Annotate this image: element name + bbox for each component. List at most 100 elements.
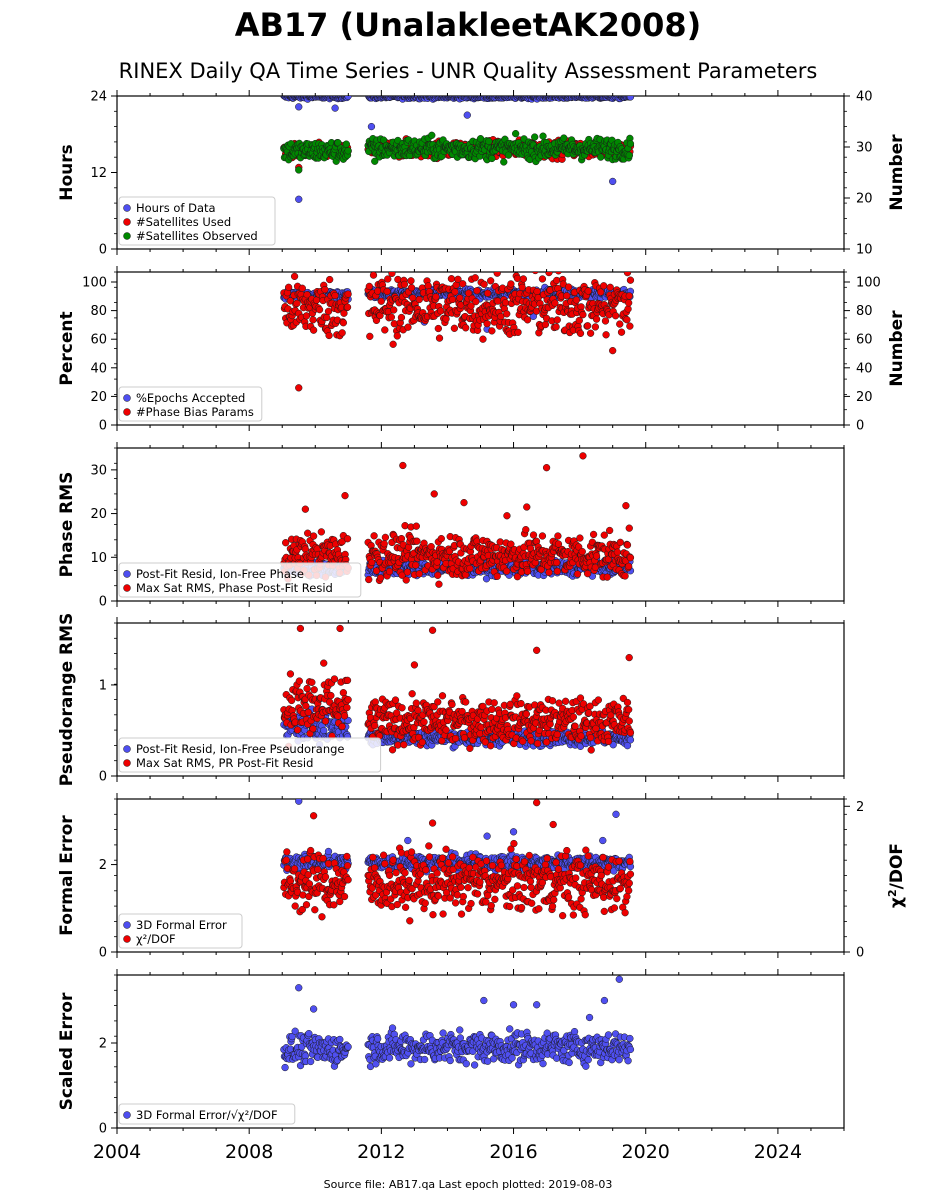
data-point: [488, 327, 496, 335]
data-point: [473, 287, 481, 295]
data-point: [456, 294, 464, 302]
outlier-point: [367, 122, 376, 131]
y-tick-label: 20: [90, 507, 107, 522]
outlier-point: [609, 177, 617, 186]
outlier-point: [295, 103, 303, 111]
data-point: [437, 307, 445, 315]
data-point: [553, 558, 561, 567]
data-point: [560, 134, 568, 142]
data-point: [488, 154, 496, 163]
data-point: [327, 691, 335, 700]
data-point: [616, 538, 624, 546]
data-point: [293, 726, 302, 734]
data-point: [407, 284, 416, 292]
data-point: [466, 564, 474, 573]
data-point: [342, 140, 350, 148]
series-blue: [280, 96, 635, 203]
series-green: [280, 129, 635, 174]
outlier-point: [463, 111, 471, 119]
data-point: [591, 323, 600, 331]
figure-subtitle: RINEX Daily QA Time Series - UNR Quality…: [119, 59, 818, 83]
data-point: [321, 717, 330, 725]
data-point: [523, 567, 532, 575]
data-point: [552, 323, 560, 331]
data-point: [589, 530, 598, 539]
data-point: [325, 331, 333, 340]
legend: Hours of Data#Satellites Used#Satellites…: [118, 196, 276, 246]
data-point: [393, 709, 401, 717]
data-point: [393, 332, 401, 340]
data-point: [414, 706, 422, 715]
data-point: [503, 310, 511, 318]
data-point: [418, 738, 426, 746]
data-point: [625, 299, 633, 307]
data-point: [381, 326, 389, 334]
data-point: [388, 272, 396, 277]
data-point: [290, 272, 299, 281]
data-point: [344, 147, 352, 155]
data-point: [343, 703, 351, 712]
y-tick-label: 40: [90, 361, 107, 376]
outlier-point: [295, 384, 303, 392]
data-point: [287, 696, 296, 705]
data-points: [280, 624, 635, 754]
legend-marker: [123, 204, 131, 212]
data-point: [284, 283, 293, 291]
y-axis-label: Pseudorange RMS: [57, 613, 77, 787]
data-point: [293, 299, 301, 307]
data-point: [601, 265, 608, 272]
data-point: [404, 323, 412, 331]
data-point: [551, 299, 559, 307]
data-point: [500, 158, 508, 166]
y-right-axis-label: Number: [887, 134, 907, 211]
data-point: [381, 533, 390, 542]
data-point: [496, 538, 504, 546]
data-point: [310, 686, 318, 694]
outlier-point: [295, 166, 303, 174]
data-point: [309, 725, 317, 733]
data-point: [338, 329, 346, 337]
data-point: [625, 151, 633, 159]
data-point: [295, 677, 303, 685]
data-point: [331, 291, 339, 300]
data-point: [605, 526, 614, 535]
data-point: [371, 698, 379, 706]
data-point: [424, 282, 432, 290]
data-point: [343, 535, 352, 543]
data-point: [301, 545, 309, 553]
y-tick-label: 0: [99, 243, 107, 258]
data-point: [624, 305, 632, 313]
data-point: [374, 287, 382, 295]
legend-marker: [123, 218, 131, 226]
data-point: [626, 96, 635, 101]
data-point: [321, 285, 329, 294]
data-point: [507, 280, 515, 288]
outlier-point: [301, 505, 310, 513]
data-point: [522, 526, 530, 534]
data-point: [465, 289, 473, 297]
data-point: [459, 280, 467, 288]
data-point: [304, 708, 312, 717]
data-point: [575, 316, 583, 325]
data-point: [434, 571, 442, 579]
data-point: [523, 316, 532, 324]
data-point: [572, 296, 580, 304]
data-point: [545, 568, 553, 577]
data-point: [383, 287, 391, 296]
data-point: [387, 313, 395, 321]
series-red: [280, 624, 635, 754]
legend-label: Hours of Data: [136, 201, 216, 215]
data-point: [626, 736, 635, 744]
data-point: [462, 324, 470, 332]
data-point: [507, 540, 515, 548]
outlier-point: [430, 490, 438, 498]
y-tick-label: 20: [90, 390, 107, 405]
data-point: [385, 567, 394, 576]
data-point: [563, 292, 571, 300]
data-point: [298, 284, 306, 292]
data-point: [343, 303, 352, 311]
